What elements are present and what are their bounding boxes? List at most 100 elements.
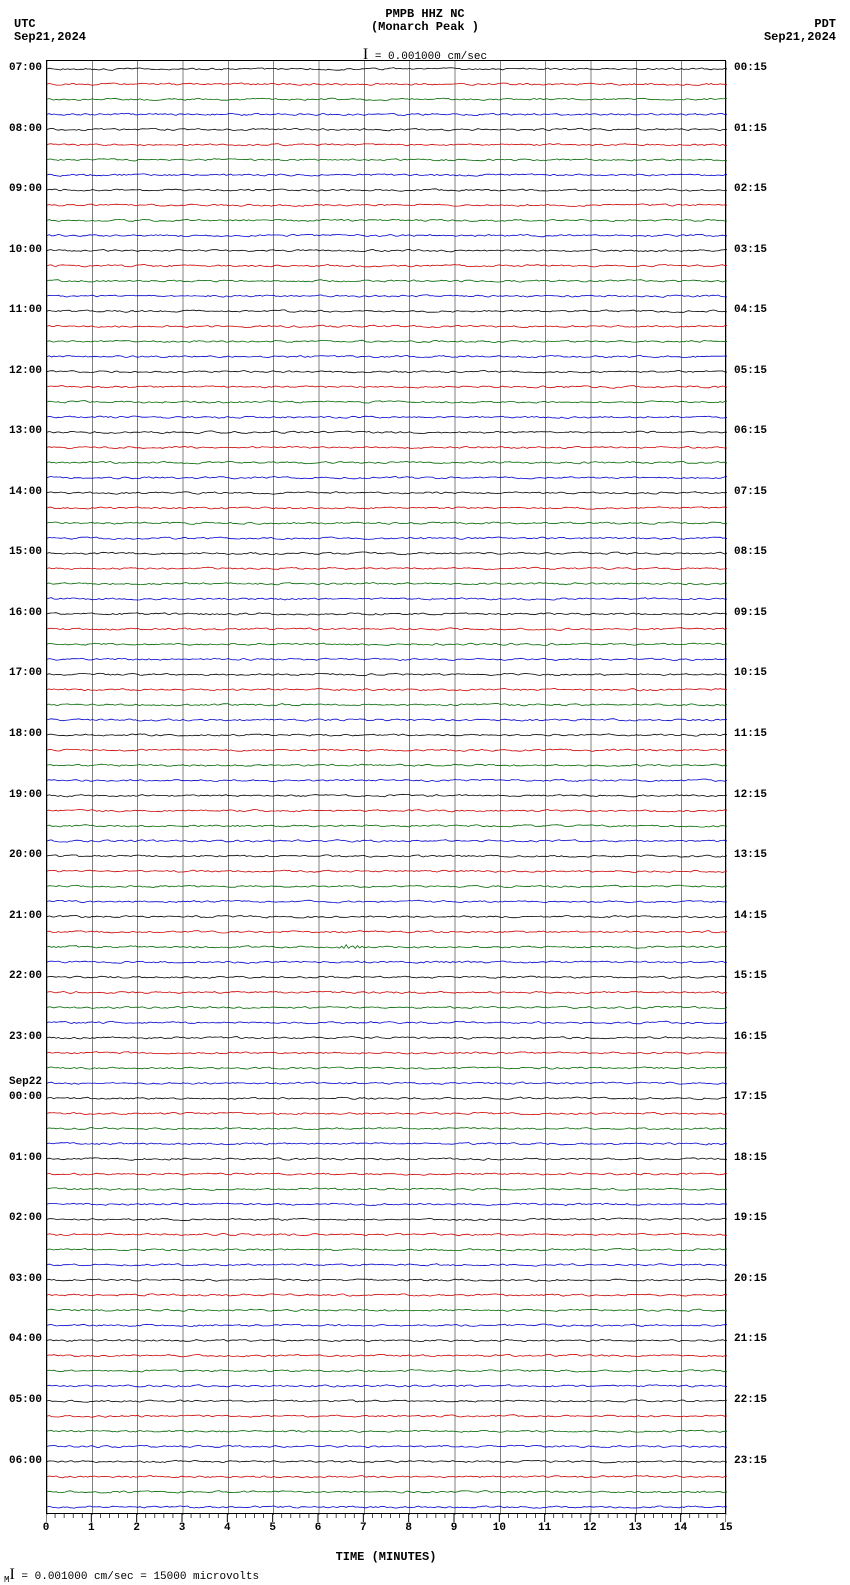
utc-time-label: 14:00 — [9, 486, 42, 498]
seismic-trace — [47, 673, 727, 675]
pdt-time-label: 06:15 — [734, 425, 767, 437]
seismic-trace — [47, 810, 727, 812]
seismic-trace — [47, 1430, 727, 1432]
seismic-trace — [47, 976, 727, 978]
seismic-trace — [47, 719, 727, 721]
seismic-trace — [47, 840, 727, 842]
pdt-time-label: 10:15 — [734, 667, 767, 679]
seismic-trace — [47, 900, 727, 903]
seismic-trace — [47, 825, 727, 827]
seismic-trace — [47, 1476, 727, 1478]
seismic-trace — [47, 431, 727, 434]
x-tick-label: 14 — [674, 1522, 687, 1534]
header-center: PMPB HHZ NC (Monarch Peak ) — [0, 8, 850, 34]
x-tick-label: 2 — [133, 1522, 140, 1534]
seismic-trace — [47, 492, 727, 495]
x-axis: 0123456789101112131415 TIME (MINUTES) — [46, 1514, 726, 1564]
seismic-trace — [47, 658, 727, 660]
seismic-trace — [47, 552, 727, 555]
utc-time-label: 06:00 — [9, 1455, 42, 1467]
pdt-time-label: 16:15 — [734, 1031, 767, 1043]
seismic-trace — [47, 1173, 727, 1175]
seismic-trace — [47, 931, 727, 933]
seismic-trace — [47, 461, 727, 464]
seismic-trace — [47, 1112, 727, 1114]
seismic-trace — [47, 1037, 727, 1040]
seismic-trace — [47, 386, 727, 389]
seismic-trace — [47, 1143, 727, 1145]
seismic-trace — [47, 1506, 727, 1508]
pdt-time-label: 17:15 — [734, 1091, 767, 1103]
seismic-trace — [47, 628, 727, 631]
seismic-trace — [47, 991, 727, 993]
seismic-trace — [47, 1279, 727, 1281]
pdt-time-label: 03:15 — [734, 244, 767, 256]
pdt-time-label: 21:15 — [734, 1333, 767, 1345]
seismic-trace — [47, 1264, 727, 1266]
x-tick-label: 13 — [629, 1522, 642, 1534]
x-tick-label: 8 — [405, 1522, 412, 1534]
pdt-time-label: 15:15 — [734, 970, 767, 982]
seismic-trace — [47, 688, 727, 691]
seismic-trace — [47, 567, 727, 570]
x-tick-label: 3 — [179, 1522, 186, 1534]
seismic-trace — [47, 401, 727, 403]
seismic-trace — [47, 870, 727, 872]
utc-time-label: 03:00 — [9, 1273, 42, 1285]
utc-time-label: 10:00 — [9, 244, 42, 256]
seismic-trace — [47, 583, 727, 585]
utc-time-label: 00:00 — [9, 1091, 42, 1103]
seismic-trace — [47, 1309, 727, 1311]
footer: MI = 0.001000 cm/sec = 15000 microvolts — [4, 1566, 259, 1585]
utc-time-label: 02:00 — [9, 1212, 42, 1224]
pdt-time-label: 05:15 — [734, 365, 767, 377]
pdt-time-label: 12:15 — [734, 789, 767, 801]
seismic-trace — [47, 1445, 727, 1447]
utc-time-label: 15:00 — [9, 546, 42, 558]
seismic-trace — [47, 1415, 727, 1418]
station-name: (Monarch Peak ) — [0, 21, 850, 34]
seismic-trace — [47, 355, 727, 357]
helicorder-plot — [46, 60, 726, 1514]
header-right: PDT Sep21,2024 — [764, 18, 836, 44]
seismic-trace — [47, 1203, 727, 1205]
seismic-trace — [47, 174, 727, 177]
seismic-trace — [47, 855, 727, 857]
x-tick-label: 6 — [315, 1522, 322, 1534]
right-time-axis: 00:1501:1502:1503:1504:1505:1506:1507:15… — [730, 60, 790, 1514]
pdt-time-label: 14:15 — [734, 910, 767, 922]
seismic-trace — [47, 1400, 727, 1403]
utc-time-label: 17:00 — [9, 667, 42, 679]
utc-time-label: 11:00 — [9, 304, 42, 316]
helicorder-svg — [47, 61, 727, 1515]
seismic-trace — [47, 945, 727, 949]
utc-time-label: 21:00 — [9, 910, 42, 922]
x-tick-label: 15 — [719, 1522, 732, 1534]
utc-time-label: 18:00 — [9, 728, 42, 740]
seismic-trace — [47, 1082, 727, 1084]
x-tick-label: 4 — [224, 1522, 231, 1534]
seismic-trace — [47, 961, 727, 963]
utc-time-label: 01:00 — [9, 1152, 42, 1164]
seismic-trace — [47, 1249, 727, 1251]
seismic-trace — [47, 507, 727, 509]
seismic-trace — [47, 1385, 727, 1387]
seismic-trace — [47, 1491, 727, 1493]
x-tick-label: 1 — [88, 1522, 95, 1534]
seismic-trace — [47, 703, 727, 705]
seismic-trace — [47, 310, 727, 313]
utc-time-label: 09:00 — [9, 183, 42, 195]
seismic-trace — [47, 1233, 727, 1236]
pdt-time-label: 09:15 — [734, 607, 767, 619]
pdt-time-label: 19:15 — [734, 1212, 767, 1224]
seismic-trace — [47, 204, 727, 207]
pdt-time-label: 02:15 — [734, 183, 767, 195]
pdt-date-label: Sep21,2024 — [764, 31, 836, 44]
x-tick-label: 7 — [360, 1522, 367, 1534]
x-axis-label: TIME (MINUTES) — [46, 1550, 726, 1564]
seismic-trace — [47, 1370, 727, 1372]
pdt-time-label: 00:15 — [734, 62, 767, 74]
utc-time-label: 23:00 — [9, 1031, 42, 1043]
seismic-trace — [47, 1218, 727, 1221]
seismic-trace — [47, 598, 727, 600]
